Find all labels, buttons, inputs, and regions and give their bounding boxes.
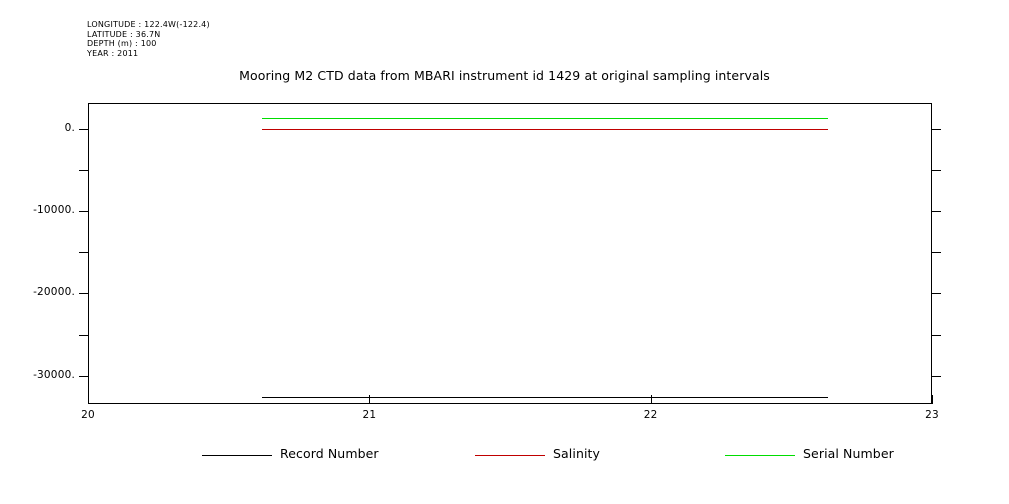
legend-label: Salinity xyxy=(553,446,601,461)
x-axis-tick-label: 23 xyxy=(925,409,939,421)
y-axis-tick-label: -30000. xyxy=(33,368,75,381)
y-tick-major-left xyxy=(79,293,88,295)
series-line-record-number xyxy=(262,397,828,399)
y-tick-major-right xyxy=(932,293,941,295)
y-tick-major-right xyxy=(932,375,941,377)
legend-swatch-icon xyxy=(725,455,795,456)
y-tick-major-right xyxy=(932,211,941,213)
y-axis-tick-label: -20000. xyxy=(33,286,75,299)
metadata-longitude: LONGITUDE : 122.4W(-122.4) xyxy=(87,20,210,29)
chart-legend: Record Number Salinity Serial Number xyxy=(0,446,1009,470)
y-tick-major-left xyxy=(79,375,88,377)
y-tick-minor-right xyxy=(932,334,941,336)
y-tick-minor-left xyxy=(79,169,88,171)
y-tick-major-left xyxy=(79,128,88,130)
chart-title: Mooring M2 CTD data from MBARI instrumen… xyxy=(239,68,770,83)
x-axis-tick-label: 20 xyxy=(81,409,95,421)
y-tick-minor-left xyxy=(79,252,88,254)
y-tick-minor-right xyxy=(932,169,941,171)
legend-label: Serial Number xyxy=(803,446,894,461)
series-line-serial-number xyxy=(262,118,828,120)
x-tick-major xyxy=(932,395,933,404)
plot-frame xyxy=(88,103,932,404)
x-tick-major xyxy=(88,395,89,404)
series-line-salinity xyxy=(262,128,828,130)
legend-swatch-icon xyxy=(475,455,545,456)
y-tick-minor-right xyxy=(932,252,941,254)
legend-swatch-icon xyxy=(202,455,272,456)
x-axis-tick-label: 21 xyxy=(362,409,377,421)
x-tick-major xyxy=(650,395,652,404)
metadata-depth: DEPTH (m) : 100 xyxy=(87,39,157,49)
metadata-block: LONGITUDE : 122.4W(-122.4) LATITUDE : 36… xyxy=(87,20,210,58)
y-axis-tick-label: 0. xyxy=(64,121,75,134)
legend-label: Record Number xyxy=(280,446,379,461)
y-tick-major-left xyxy=(79,211,88,213)
x-axis-tick-label: 22 xyxy=(643,409,658,421)
metadata-year: YEAR : 2011 xyxy=(87,48,139,58)
y-tick-major-right xyxy=(932,128,941,130)
plot-area xyxy=(79,103,941,404)
y-tick-minor-left xyxy=(79,334,88,336)
metadata-latitude: LATITUDE : 36.7N xyxy=(87,29,161,39)
x-tick-major xyxy=(369,395,371,404)
y-axis-tick-label: -10000. xyxy=(33,204,75,217)
